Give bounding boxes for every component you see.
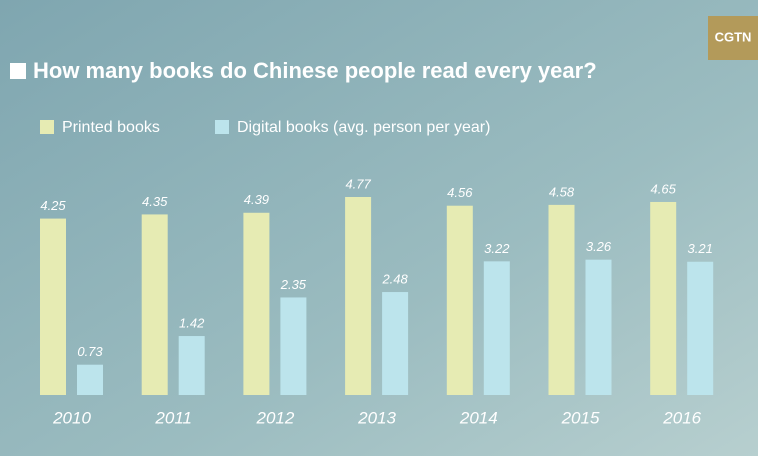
value-label: 3.26: [586, 239, 612, 254]
bar: [586, 260, 612, 395]
legend-label: Printed books: [62, 119, 160, 136]
legend-swatch: [215, 120, 229, 134]
value-label: 4.25: [40, 198, 66, 213]
value-label: 3.21: [688, 241, 713, 256]
bar: [687, 262, 713, 395]
bar: [382, 292, 408, 395]
bar: [77, 365, 103, 395]
value-label: 4.39: [244, 192, 269, 207]
legend-swatch: [40, 120, 54, 134]
value-label: 4.56: [447, 185, 473, 200]
chart-title: How many books do Chinese people read ev…: [33, 58, 597, 83]
value-label: 4.77: [345, 176, 371, 191]
bar: [40, 219, 66, 395]
chart: CGTN How many books do Chinese people re…: [0, 0, 758, 456]
value-label: 4.35: [142, 194, 168, 209]
x-tick-label: 2016: [662, 408, 701, 427]
value-label: 2.35: [280, 277, 307, 292]
value-label: 1.42: [179, 315, 205, 330]
title-marker: [10, 63, 26, 79]
value-label: 2.48: [381, 271, 408, 286]
bar: [345, 197, 371, 395]
legend-label: Digital books (avg. person per year): [237, 119, 490, 136]
logo: CGTN: [715, 29, 752, 44]
value-label: 4.65: [651, 181, 677, 196]
bar: [280, 297, 306, 395]
x-tick-label: 2015: [561, 408, 600, 427]
x-tick-label: 2014: [459, 408, 498, 427]
page: CGTN How many books do Chinese people re…: [0, 0, 758, 456]
x-tick-label: 2010: [52, 408, 91, 427]
x-tick-label: 2012: [255, 408, 294, 427]
bar: [243, 213, 269, 395]
value-label: 0.73: [77, 344, 103, 359]
value-label: 4.58: [549, 184, 575, 199]
bar: [650, 202, 676, 395]
value-label: 3.22: [484, 241, 510, 256]
x-tick-label: 2011: [154, 408, 192, 427]
bar: [549, 205, 575, 395]
bar: [447, 206, 473, 395]
bar: [179, 336, 205, 395]
bar: [484, 261, 510, 395]
bar: [142, 214, 168, 395]
x-tick-label: 2013: [357, 408, 396, 427]
